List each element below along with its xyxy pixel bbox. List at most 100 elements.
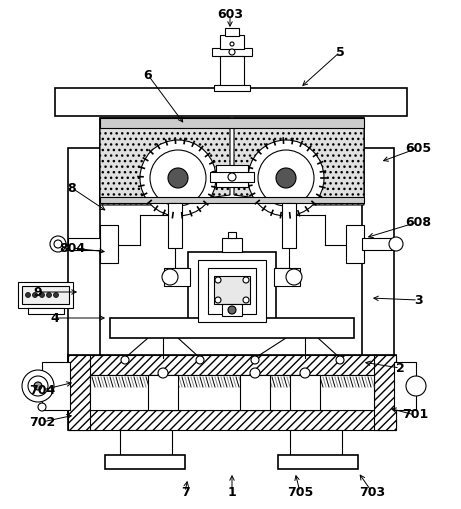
Bar: [210, 172, 254, 182]
Bar: [225, 28, 239, 36]
Circle shape: [243, 277, 249, 283]
Bar: [168, 203, 182, 248]
Circle shape: [406, 376, 426, 396]
Bar: [362, 148, 394, 416]
Bar: [68, 355, 396, 430]
Circle shape: [389, 237, 403, 251]
Text: 4: 4: [51, 312, 59, 325]
Circle shape: [229, 49, 235, 55]
Text: 804: 804: [59, 241, 85, 254]
Circle shape: [162, 269, 178, 285]
Text: 1: 1: [228, 486, 236, 498]
Bar: [282, 203, 296, 248]
Bar: [68, 148, 100, 416]
Circle shape: [300, 368, 310, 378]
Bar: [220, 56, 244, 88]
Bar: [214, 276, 250, 304]
Text: 6: 6: [144, 69, 152, 81]
Text: 608: 608: [405, 215, 431, 229]
Bar: [100, 197, 364, 203]
Bar: [42, 362, 70, 410]
Circle shape: [196, 356, 204, 364]
Bar: [240, 375, 270, 410]
Bar: [394, 362, 416, 410]
Circle shape: [38, 403, 46, 411]
Circle shape: [158, 368, 168, 378]
Circle shape: [251, 356, 259, 364]
Bar: [100, 118, 364, 128]
Circle shape: [258, 150, 314, 206]
Circle shape: [336, 356, 344, 364]
Circle shape: [40, 293, 45, 297]
Text: 705: 705: [287, 486, 313, 498]
Bar: [100, 118, 364, 203]
Bar: [18, 282, 73, 308]
Bar: [290, 375, 320, 410]
Bar: [212, 48, 252, 56]
Bar: [208, 268, 256, 314]
Text: 605: 605: [405, 142, 431, 155]
Bar: [198, 260, 266, 322]
Circle shape: [248, 140, 324, 216]
Circle shape: [121, 356, 129, 364]
Bar: [216, 165, 248, 187]
Bar: [274, 268, 300, 286]
Bar: [22, 286, 69, 304]
Polygon shape: [100, 118, 230, 205]
Bar: [68, 355, 396, 375]
Circle shape: [28, 376, 48, 396]
Bar: [100, 225, 118, 263]
Text: 9: 9: [34, 286, 42, 298]
Bar: [188, 252, 276, 330]
Text: 704: 704: [29, 383, 55, 397]
Circle shape: [230, 42, 234, 46]
Text: 703: 703: [359, 486, 385, 498]
Bar: [28, 308, 64, 314]
Text: 603: 603: [217, 8, 243, 20]
Circle shape: [22, 370, 54, 402]
Bar: [220, 35, 244, 49]
Circle shape: [53, 293, 59, 297]
Text: 8: 8: [68, 182, 77, 194]
Circle shape: [215, 277, 221, 283]
Bar: [120, 430, 172, 455]
Bar: [362, 238, 394, 250]
Circle shape: [250, 368, 260, 378]
Bar: [164, 268, 190, 286]
Bar: [214, 85, 250, 91]
Bar: [374, 355, 396, 430]
Bar: [110, 318, 354, 338]
Text: 701: 701: [402, 409, 428, 421]
Circle shape: [32, 293, 37, 297]
Bar: [290, 430, 342, 455]
Bar: [346, 225, 364, 263]
Polygon shape: [234, 118, 364, 205]
Circle shape: [228, 306, 236, 314]
Circle shape: [215, 297, 221, 303]
Bar: [68, 238, 100, 250]
Bar: [90, 375, 374, 410]
Bar: [148, 375, 178, 410]
Bar: [68, 355, 90, 430]
Text: 2: 2: [396, 361, 404, 375]
Bar: [105, 455, 185, 469]
Text: 7: 7: [181, 486, 189, 498]
Circle shape: [168, 168, 188, 188]
Circle shape: [140, 140, 216, 216]
Bar: [68, 410, 396, 430]
Circle shape: [150, 150, 206, 206]
Bar: [222, 238, 242, 252]
Circle shape: [243, 297, 249, 303]
Bar: [222, 304, 242, 316]
Bar: [55, 88, 407, 116]
Circle shape: [54, 240, 62, 248]
Bar: [228, 232, 236, 238]
Text: 702: 702: [29, 415, 55, 429]
Circle shape: [50, 236, 66, 252]
Circle shape: [25, 293, 30, 297]
Circle shape: [286, 269, 302, 285]
Text: 5: 5: [336, 45, 344, 59]
Text: 3: 3: [414, 294, 422, 306]
Circle shape: [228, 173, 236, 181]
Circle shape: [34, 382, 42, 390]
